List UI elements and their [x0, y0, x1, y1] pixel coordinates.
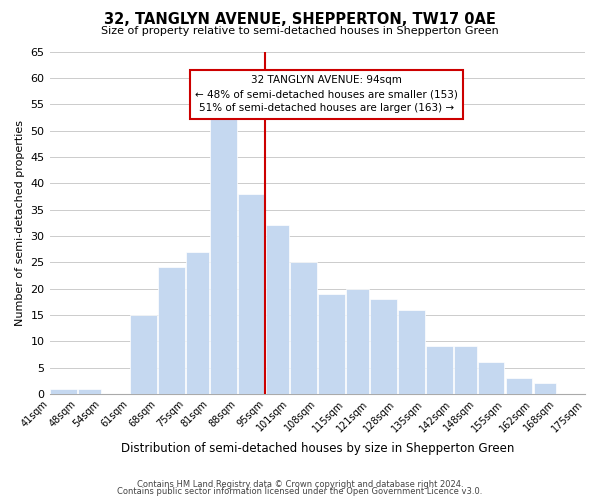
- Bar: [130, 315, 157, 394]
- Bar: [370, 299, 397, 394]
- Bar: [506, 378, 532, 394]
- Bar: [533, 384, 556, 394]
- Text: 32, TANGLYN AVENUE, SHEPPERTON, TW17 0AE: 32, TANGLYN AVENUE, SHEPPERTON, TW17 0AE: [104, 12, 496, 28]
- Bar: [398, 310, 425, 394]
- Bar: [290, 262, 317, 394]
- X-axis label: Distribution of semi-detached houses by size in Shepperton Green: Distribution of semi-detached houses by …: [121, 442, 514, 455]
- Bar: [426, 346, 452, 394]
- Text: Contains HM Land Registry data © Crown copyright and database right 2024.: Contains HM Land Registry data © Crown c…: [137, 480, 463, 489]
- Text: 32 TANGLYN AVENUE: 94sqm
← 48% of semi-detached houses are smaller (153)
51% of : 32 TANGLYN AVENUE: 94sqm ← 48% of semi-d…: [195, 76, 458, 114]
- Bar: [478, 362, 505, 394]
- Bar: [238, 194, 265, 394]
- Y-axis label: Number of semi-detached properties: Number of semi-detached properties: [15, 120, 25, 326]
- Bar: [346, 288, 368, 394]
- Text: Contains public sector information licensed under the Open Government Licence v3: Contains public sector information licen…: [118, 487, 482, 496]
- Bar: [318, 294, 344, 394]
- Bar: [78, 388, 101, 394]
- Bar: [158, 268, 185, 394]
- Bar: [50, 388, 77, 394]
- Text: Size of property relative to semi-detached houses in Shepperton Green: Size of property relative to semi-detach…: [101, 26, 499, 36]
- Bar: [454, 346, 476, 394]
- Bar: [266, 226, 289, 394]
- Bar: [210, 114, 237, 394]
- Bar: [186, 252, 209, 394]
